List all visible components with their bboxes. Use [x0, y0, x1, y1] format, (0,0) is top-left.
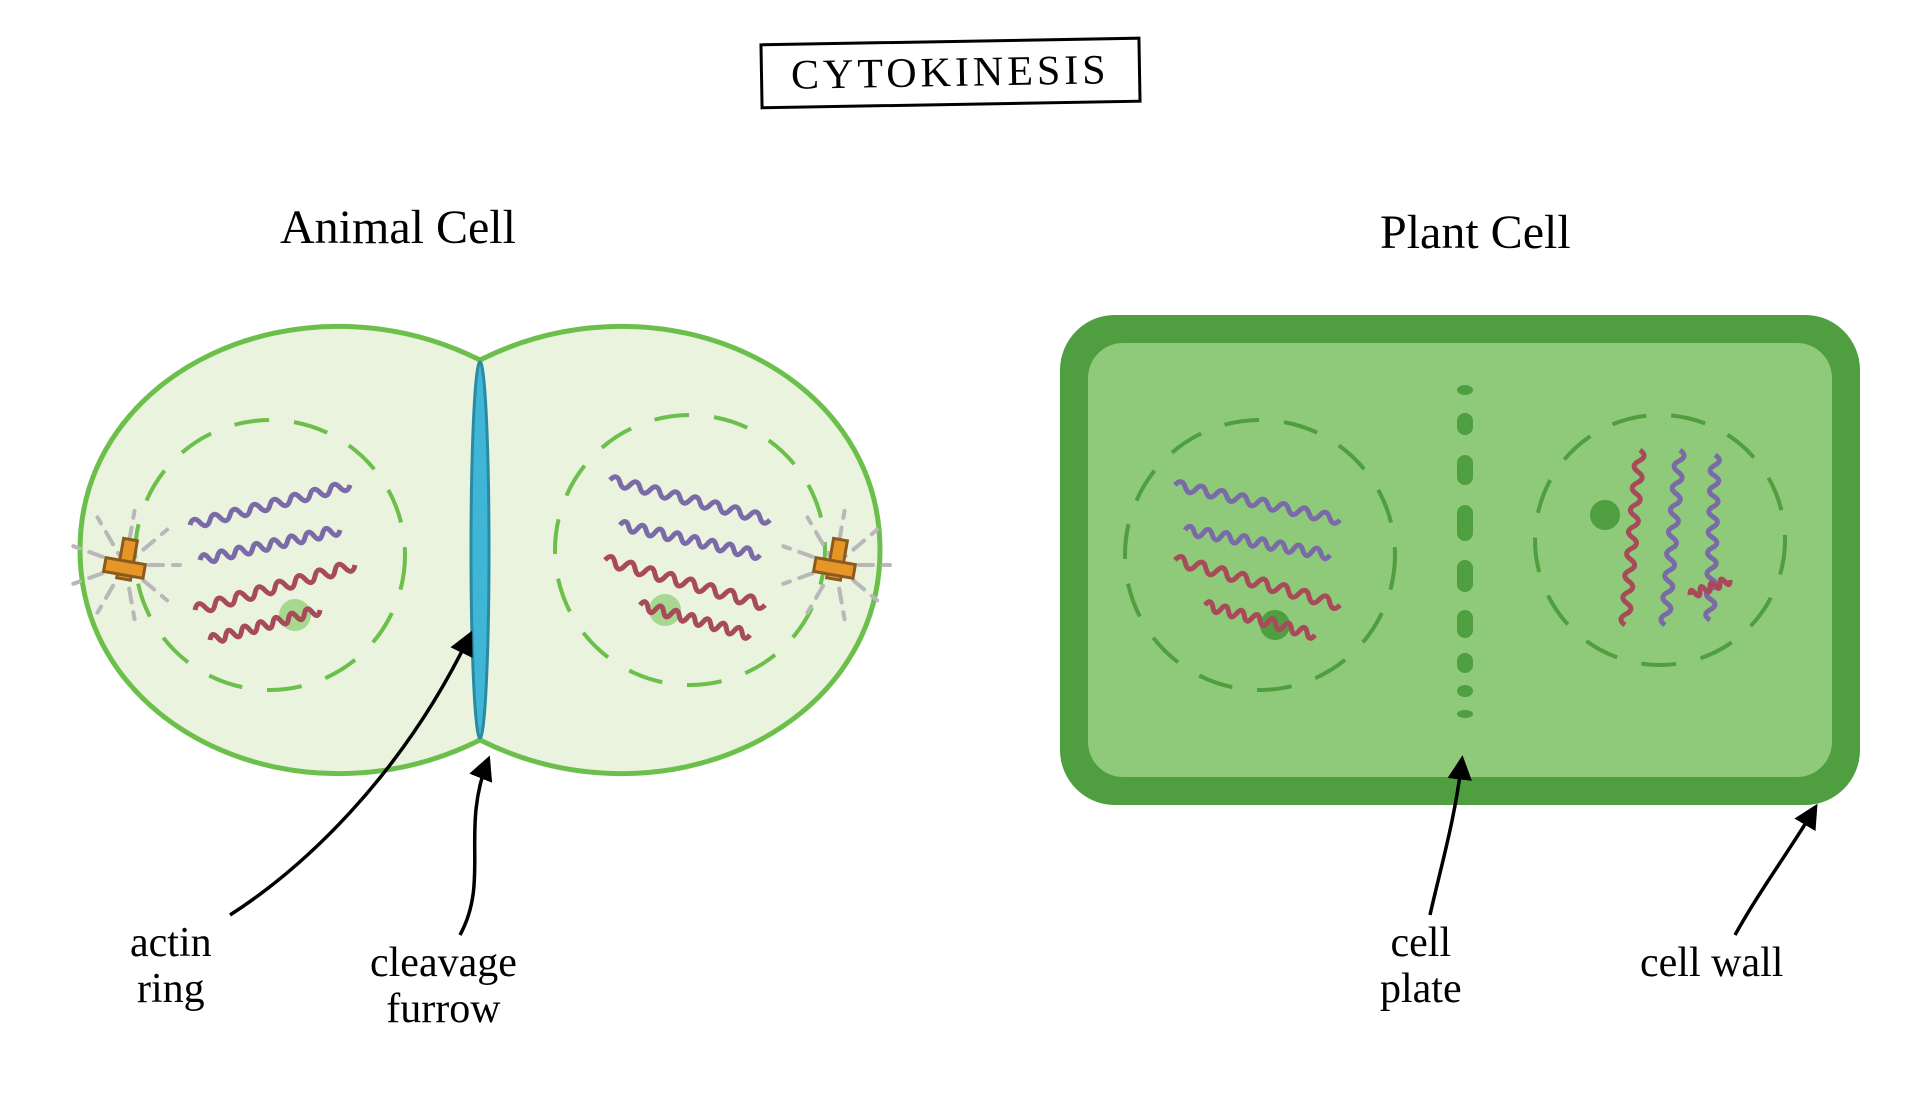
label-arrows: [0, 0, 1922, 1093]
